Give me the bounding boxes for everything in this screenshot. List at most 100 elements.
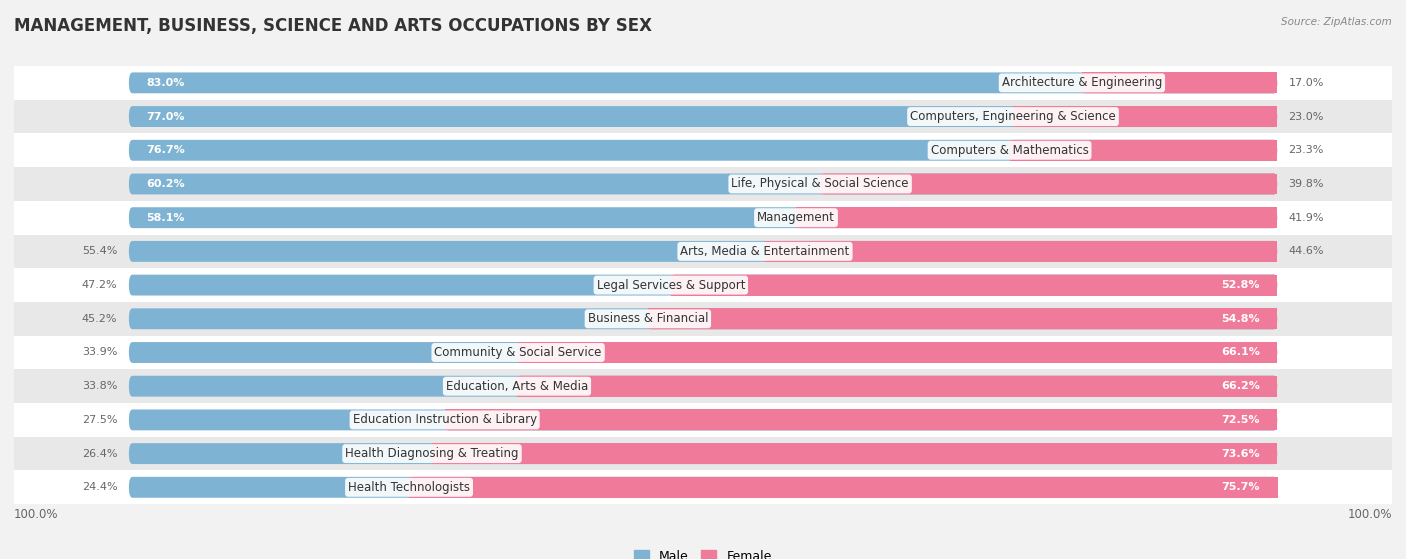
FancyBboxPatch shape xyxy=(1083,73,1277,93)
FancyBboxPatch shape xyxy=(1270,241,1277,262)
FancyBboxPatch shape xyxy=(129,106,1277,127)
Bar xyxy=(765,241,1277,262)
Text: 17.0%: 17.0% xyxy=(1289,78,1324,88)
FancyBboxPatch shape xyxy=(129,309,1277,329)
FancyBboxPatch shape xyxy=(796,207,1277,228)
FancyBboxPatch shape xyxy=(129,73,1277,93)
Bar xyxy=(14,437,1392,471)
Bar xyxy=(820,173,1277,195)
FancyBboxPatch shape xyxy=(432,443,1277,464)
FancyBboxPatch shape xyxy=(129,477,1277,498)
Bar xyxy=(796,207,1277,228)
Bar xyxy=(517,376,522,397)
Text: 27.5%: 27.5% xyxy=(82,415,118,425)
Text: Education Instruction & Library: Education Instruction & Library xyxy=(353,414,537,427)
FancyBboxPatch shape xyxy=(671,274,1277,296)
Text: 55.4%: 55.4% xyxy=(82,247,118,257)
Text: 24.4%: 24.4% xyxy=(82,482,118,492)
Text: 73.6%: 73.6% xyxy=(1222,449,1260,458)
Bar xyxy=(1014,106,1018,127)
FancyBboxPatch shape xyxy=(765,241,1277,262)
Bar xyxy=(14,235,1392,268)
Text: Source: ZipAtlas.com: Source: ZipAtlas.com xyxy=(1281,17,1392,27)
Bar xyxy=(796,207,800,228)
Text: Computers, Engineering & Science: Computers, Engineering & Science xyxy=(910,110,1116,123)
Text: 100.0%: 100.0% xyxy=(14,508,59,521)
Bar xyxy=(519,342,1277,363)
FancyBboxPatch shape xyxy=(1270,477,1277,498)
Bar xyxy=(648,309,652,329)
FancyBboxPatch shape xyxy=(129,409,1277,430)
Bar xyxy=(14,471,1392,504)
FancyBboxPatch shape xyxy=(1270,106,1277,127)
FancyBboxPatch shape xyxy=(1270,309,1277,329)
Text: 75.7%: 75.7% xyxy=(1222,482,1260,492)
Text: 83.0%: 83.0% xyxy=(146,78,184,88)
Text: 45.2%: 45.2% xyxy=(82,314,118,324)
FancyBboxPatch shape xyxy=(1270,274,1277,296)
FancyBboxPatch shape xyxy=(129,140,1277,161)
Bar xyxy=(1014,106,1277,127)
Text: 100.0%: 100.0% xyxy=(1347,508,1392,521)
Text: 33.8%: 33.8% xyxy=(82,381,118,391)
FancyBboxPatch shape xyxy=(1270,173,1277,195)
Text: Computers & Mathematics: Computers & Mathematics xyxy=(931,144,1088,157)
FancyBboxPatch shape xyxy=(517,376,1277,397)
Text: 58.1%: 58.1% xyxy=(146,212,184,222)
Text: 33.9%: 33.9% xyxy=(82,348,118,358)
Bar xyxy=(671,274,1277,296)
Bar xyxy=(1010,140,1014,161)
Bar xyxy=(432,443,436,464)
Bar xyxy=(14,369,1392,403)
Text: 23.3%: 23.3% xyxy=(1289,145,1324,155)
Text: Legal Services & Support: Legal Services & Support xyxy=(596,278,745,292)
Bar xyxy=(14,268,1392,302)
Bar xyxy=(519,342,523,363)
Bar xyxy=(14,403,1392,437)
Bar xyxy=(409,477,413,498)
Text: Health Technologists: Health Technologists xyxy=(349,481,470,494)
Text: 66.1%: 66.1% xyxy=(1220,348,1260,358)
FancyBboxPatch shape xyxy=(129,376,1277,397)
Bar xyxy=(765,241,769,262)
Bar xyxy=(1010,140,1277,161)
Text: 47.2%: 47.2% xyxy=(82,280,118,290)
FancyBboxPatch shape xyxy=(1270,207,1277,228)
Bar xyxy=(648,309,1277,329)
Text: 23.0%: 23.0% xyxy=(1289,112,1324,121)
Text: 76.7%: 76.7% xyxy=(146,145,184,155)
Text: 52.8%: 52.8% xyxy=(1222,280,1260,290)
FancyBboxPatch shape xyxy=(444,409,1277,430)
Bar xyxy=(820,173,824,195)
Bar xyxy=(14,302,1392,335)
FancyBboxPatch shape xyxy=(1014,106,1277,127)
Text: Architecture & Engineering: Architecture & Engineering xyxy=(1001,77,1163,89)
Bar xyxy=(517,376,1277,397)
Bar xyxy=(444,409,449,430)
FancyBboxPatch shape xyxy=(1270,409,1277,430)
Text: 41.9%: 41.9% xyxy=(1289,212,1324,222)
FancyBboxPatch shape xyxy=(129,443,1277,464)
Text: Business & Financial: Business & Financial xyxy=(588,312,709,325)
FancyBboxPatch shape xyxy=(129,342,1277,363)
Text: Management: Management xyxy=(756,211,835,224)
Legend: Male, Female: Male, Female xyxy=(630,544,776,559)
FancyBboxPatch shape xyxy=(1270,342,1277,363)
FancyBboxPatch shape xyxy=(129,241,1277,262)
Text: Health Diagnosing & Treating: Health Diagnosing & Treating xyxy=(346,447,519,460)
FancyBboxPatch shape xyxy=(409,477,1277,498)
FancyBboxPatch shape xyxy=(648,309,1277,329)
Bar xyxy=(14,335,1392,369)
FancyBboxPatch shape xyxy=(1270,73,1277,93)
Text: 54.8%: 54.8% xyxy=(1222,314,1260,324)
FancyBboxPatch shape xyxy=(1270,140,1277,161)
Bar xyxy=(14,201,1392,235)
Bar xyxy=(444,409,1277,430)
Bar xyxy=(14,167,1392,201)
Text: Education, Arts & Media: Education, Arts & Media xyxy=(446,380,588,393)
FancyBboxPatch shape xyxy=(1010,140,1277,161)
Bar xyxy=(14,134,1392,167)
FancyBboxPatch shape xyxy=(129,274,1277,296)
Text: 66.2%: 66.2% xyxy=(1220,381,1260,391)
Text: Arts, Media & Entertainment: Arts, Media & Entertainment xyxy=(681,245,849,258)
